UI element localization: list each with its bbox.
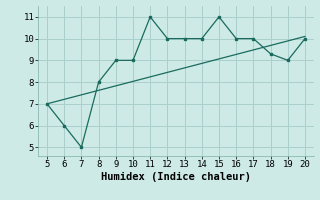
X-axis label: Humidex (Indice chaleur): Humidex (Indice chaleur): [101, 172, 251, 182]
